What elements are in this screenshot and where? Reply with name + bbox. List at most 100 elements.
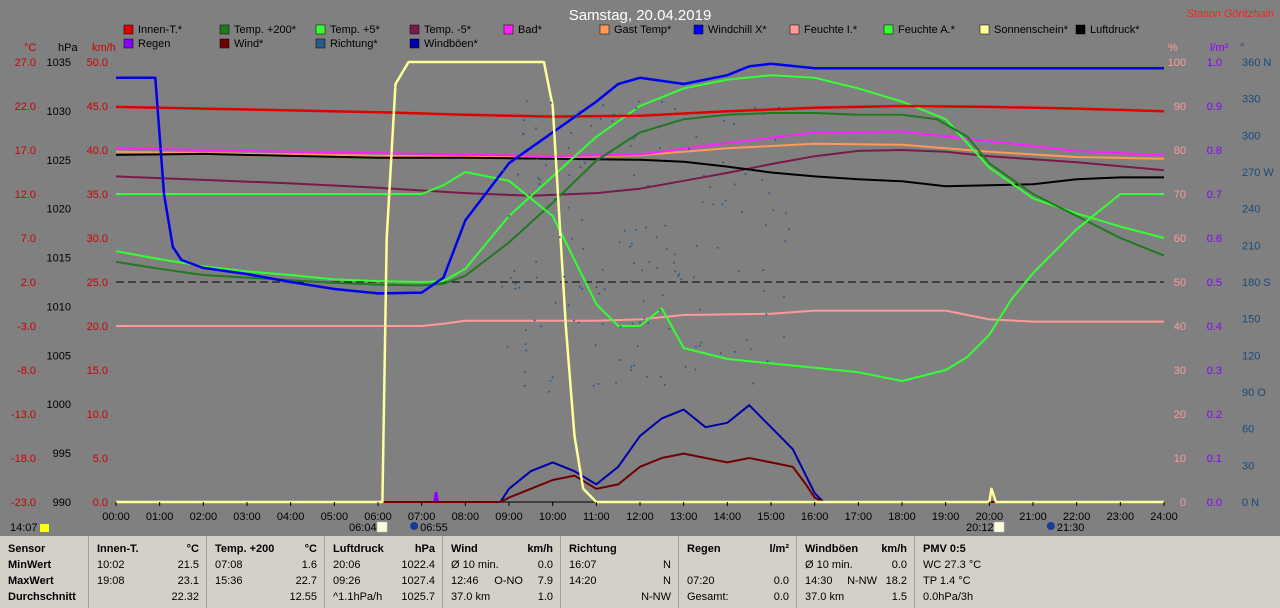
x-tick-label: 10:00 [539, 511, 567, 523]
direction-point [658, 147, 661, 150]
chart-series [115, 60, 1165, 504]
direction-point [539, 325, 542, 328]
direction-point [695, 244, 698, 247]
x-tick-label: 18:00 [888, 511, 916, 523]
y-tick-direction: 240 [1242, 204, 1260, 216]
legend-item-windb-en: Windböen* [409, 38, 479, 50]
direction-point [549, 380, 552, 382]
y-tick-rain: 0.0 [1207, 497, 1222, 509]
direction-point [508, 214, 510, 217]
y-tick-pressure: 1005 [47, 350, 71, 362]
direction-point [524, 343, 527, 346]
legend-item-windchill-x: Windchill X* [693, 24, 767, 36]
direction-point [602, 104, 605, 107]
x-tick-label: 02:00 [190, 511, 218, 523]
y-tick-humidity: 100 [1168, 57, 1186, 69]
y-tick-temp: 7.0 [21, 233, 36, 245]
stats-row: MaxWert [0, 575, 88, 589]
x-tick-label: 01:00 [146, 511, 174, 523]
y-axis-unit-rain: l/m² [1210, 42, 1229, 54]
direction-point [695, 135, 698, 138]
direction-point [694, 345, 697, 348]
stats-title: PMV 0:5 [923, 543, 966, 555]
stats-title: Regen [687, 543, 721, 555]
legend-item-temp-5: Temp. -5* [409, 24, 472, 36]
y-tick-direction: 330 [1242, 94, 1260, 106]
direction-point [709, 186, 712, 189]
y-tick-temp: 22.0 [15, 101, 36, 113]
legend-item-gast-temp: Gast Temp* [599, 24, 672, 36]
y-tick-temp: -23.0 [11, 497, 36, 509]
legend-swatch [693, 24, 704, 35]
y-tick-direction: 300 [1242, 130, 1260, 142]
y-tick-wind: 50.0 [87, 57, 108, 69]
x-tick-label: 17:00 [845, 511, 873, 523]
y-tick-temp: -18.0 [11, 453, 36, 465]
direction-point [701, 201, 704, 204]
stats-row: TP 1.4 °C [915, 575, 1041, 589]
direction-point [535, 127, 537, 130]
stats-title: Wind [451, 543, 478, 555]
legend-item-temp-5: Temp. +5* [315, 24, 381, 36]
legend-item-luftdruck: Luftdruck* [1075, 24, 1140, 36]
legend-label: Bad* [518, 24, 543, 36]
direction-point [581, 219, 584, 222]
legend-swatch [315, 24, 326, 35]
direction-point [598, 292, 601, 295]
direction-point [501, 169, 504, 172]
stats-section-sensor: Sensor MinWert MaxWert Durchschnitt [0, 536, 88, 608]
legend-swatch [409, 24, 420, 35]
legend-label: Temp. +5* [330, 24, 381, 36]
direction-point [764, 224, 767, 227]
stats-value: 12.55 [289, 591, 317, 603]
direction-point [619, 325, 622, 328]
stats-time: Gesamt: [687, 591, 729, 603]
y-axis-wind: km/h 50.0 45.0 40.0 35.0 30.0 25.0 20.0 15.0 10.0… [87, 42, 116, 509]
stats-row: N-NW [561, 591, 679, 605]
direction-point [712, 203, 715, 206]
direction-point [648, 260, 651, 263]
stats-row: 16:07 N [561, 559, 679, 573]
direction-point [673, 261, 676, 264]
direction-point [619, 359, 621, 361]
direction-point [698, 344, 701, 347]
direction-point [673, 253, 676, 256]
y-tick-wind: 20.0 [87, 321, 108, 333]
stats-value: 23.1 [177, 575, 199, 587]
y-tick-wind: 10.0 [87, 409, 108, 421]
moon-icon [1046, 522, 1055, 530]
sun-event-20-12: 20:12 [966, 521, 1005, 534]
series-sonnenschein [116, 60, 1164, 504]
legend-swatch [503, 24, 514, 35]
y-tick-humidity: 0 [1180, 497, 1186, 509]
sun-event-06-55: 06:55 [410, 522, 448, 534]
legend-label: Wind* [234, 38, 264, 50]
direction-point [761, 179, 764, 182]
y-tick-wind: 45.0 [87, 101, 108, 113]
y-tick-direction: 60 [1242, 424, 1254, 436]
direction-point [680, 278, 683, 281]
direction-point [517, 173, 520, 176]
x-tick-label: 07:00 [408, 511, 436, 523]
sun-event-label: 06:04 [349, 522, 377, 534]
stats-title: Innen-T. [97, 543, 139, 555]
series-bad [115, 130, 1165, 158]
sun-event-label: 20:12 [966, 522, 994, 534]
stats-row [679, 559, 797, 573]
stats-section-wind: Wind km/h Ø 10 min. 0.0 12:46 O-NO 7.9 37.0 km 1… [442, 536, 561, 608]
stats-time: 10:02 [97, 559, 125, 571]
stats-value: 1025.7 [401, 591, 435, 603]
direction-point [665, 248, 668, 251]
stats-row: 12:46 O-NO 7.9 [443, 575, 561, 589]
sun-event-label: 14:07 [10, 522, 38, 534]
chart-legend: Innen-T.* Temp. +200* Temp. +5* Temp. -5* Ba… [123, 24, 1140, 50]
y-tick-rain: 0.2 [1207, 409, 1222, 421]
legend-swatch [219, 24, 230, 35]
direction-point [782, 295, 785, 298]
direction-point [765, 313, 768, 316]
y-tick-pressure: 990 [53, 497, 71, 509]
legend-item-innen-t: Innen-T.* [123, 24, 183, 36]
series-luftdruck [115, 152, 1164, 188]
direction-point [716, 246, 719, 249]
